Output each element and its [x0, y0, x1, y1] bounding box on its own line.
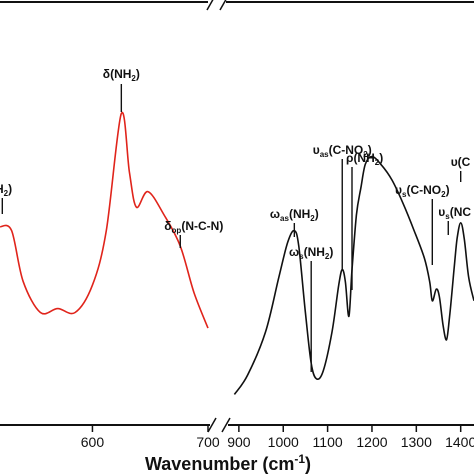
peak-annotation-label: υs(NC — [438, 205, 471, 221]
peak-annotation-label: -NH2) — [0, 182, 12, 198]
x-axis-title: Wavenumber (cm-1) — [145, 452, 311, 474]
peak-annotation-label: υs(C-NO2) — [395, 183, 450, 199]
peak-annotation-label: ωs(NH2) — [289, 245, 333, 261]
peak-annotation-label: δ(NH2) — [103, 67, 140, 83]
axes-group — [0, 0, 474, 433]
x-tick-label: 1300 — [401, 434, 432, 450]
axis-break-marker — [207, 417, 231, 433]
x-tick-label: 1200 — [356, 434, 387, 450]
top-break-marker — [0, 0, 474, 11]
x-tick-label: 700 — [196, 434, 220, 450]
x-tick-label: 1000 — [268, 434, 299, 450]
peak-annotation-label: υ(C — [451, 155, 471, 169]
x-tick-label: 600 — [81, 434, 105, 450]
tick-layer: 600 700 900 1000 1100 1200 1300 1400 — [81, 425, 474, 450]
peak-annotation-label: υas(C-NO2) — [313, 143, 372, 159]
x-tick-label: 900 — [227, 434, 251, 450]
series-line-panel-1-1 — [0, 111, 209, 329]
annotation-layer: δ(NH2) -NH2) δop(N-C-N) ωas(NH2) ωs(NH2) υas(… — [0, 67, 471, 372]
series-line-panel-2-1 — [233, 155, 474, 395]
peak-annotation-label: δop(N-C-N) — [164, 219, 223, 235]
x-tick-label: 1400 — [445, 434, 474, 450]
x-tick-label: 1100 — [313, 434, 343, 450]
peak-annotation-label: ρ(NH2) — [346, 151, 383, 167]
series-layer — [0, 111, 474, 395]
peak-annotation-label: ωas(NH2) — [270, 207, 319, 223]
